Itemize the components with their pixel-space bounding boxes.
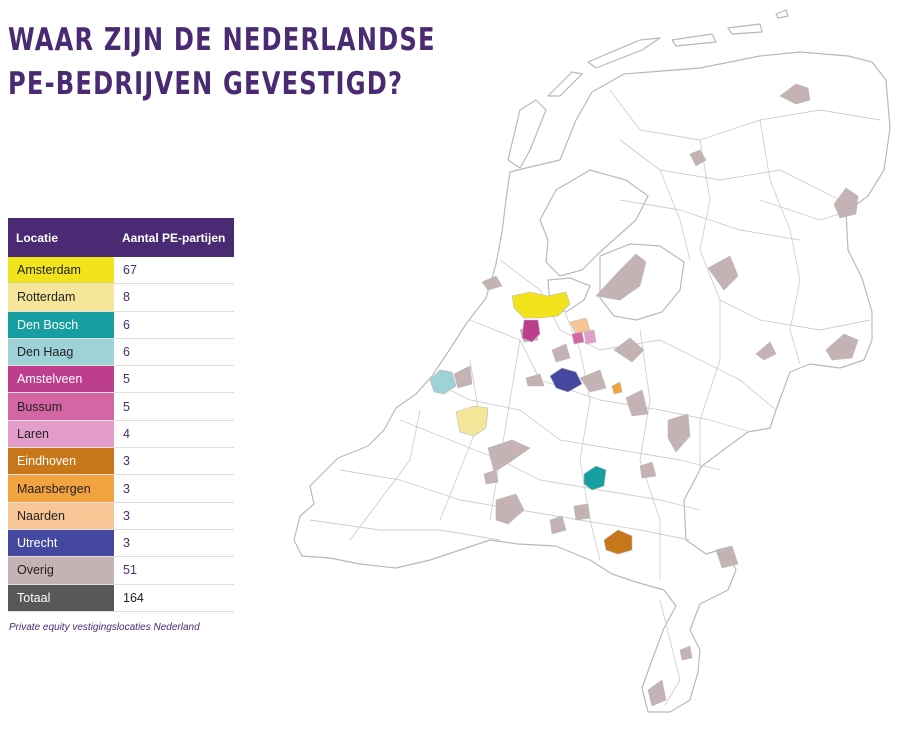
table-row-total: Totaal 164 bbox=[8, 584, 234, 612]
location-cell: Bussum bbox=[8, 392, 114, 421]
location-cell: Laren bbox=[8, 420, 114, 449]
region-overig bbox=[779, 83, 811, 105]
region-overig bbox=[573, 503, 591, 521]
table-row-laren: Laren 4 bbox=[8, 420, 234, 449]
location-cell: Den Haag bbox=[8, 338, 114, 367]
region-amsterdam bbox=[511, 291, 571, 319]
region-overig bbox=[825, 333, 859, 361]
count-cell: 5 bbox=[114, 392, 234, 421]
page-title: WAAR ZIJN DE NEDERLANDSE PE-BEDRIJVEN GE… bbox=[8, 18, 436, 106]
location-cell: Amsterdam bbox=[8, 257, 114, 285]
header-location: Locatie bbox=[8, 218, 114, 257]
location-cell: Eindhoven bbox=[8, 447, 114, 476]
location-cell: Naarden bbox=[8, 502, 114, 530]
region-overig bbox=[689, 149, 707, 167]
region-maarsbergen bbox=[611, 381, 623, 395]
count-cell: 4 bbox=[114, 420, 234, 449]
table-row-rotterdam: Rotterdam 8 bbox=[8, 283, 234, 312]
region-laren bbox=[583, 329, 597, 345]
region-den-haag bbox=[429, 369, 457, 395]
region-eindhoven bbox=[603, 529, 633, 555]
table-row-den-bosch: Den Bosch 6 bbox=[8, 311, 234, 339]
location-cell: Amstelveen bbox=[8, 365, 114, 394]
count-cell: 3 bbox=[114, 447, 234, 476]
region-rotterdam bbox=[455, 405, 489, 437]
island-texel bbox=[507, 99, 547, 169]
region-bussum bbox=[571, 331, 585, 345]
header-count: Aantal PE-partijen bbox=[114, 218, 234, 257]
region-overig bbox=[755, 341, 777, 361]
caption: Private equity vestigingslocaties Nederl… bbox=[9, 622, 200, 633]
region-overig bbox=[483, 469, 499, 485]
region-overig bbox=[833, 187, 859, 219]
region-overig bbox=[595, 253, 647, 301]
location-cell: Utrecht bbox=[8, 529, 114, 558]
count-cell: 51 bbox=[114, 556, 234, 585]
region-overig bbox=[679, 645, 693, 661]
region-overig bbox=[715, 545, 739, 569]
region-den-bosch bbox=[583, 465, 607, 491]
island-rottumeroog bbox=[775, 9, 789, 19]
count-cell: 6 bbox=[114, 338, 234, 367]
location-cell: Overig bbox=[8, 556, 114, 585]
region-overig bbox=[549, 515, 567, 535]
table-row-bussum: Bussum 5 bbox=[8, 392, 234, 421]
count-cell: 3 bbox=[114, 529, 234, 558]
location-legend-table: Locatie Aantal PE-partijen Amsterdam 67 … bbox=[8, 218, 234, 612]
island-schiermonnikoog bbox=[727, 23, 763, 35]
region-overig bbox=[707, 255, 739, 291]
flevoland bbox=[599, 243, 685, 321]
island-terschelling bbox=[587, 37, 661, 69]
region-overig bbox=[613, 337, 645, 363]
island-vlieland bbox=[547, 71, 583, 97]
total-location-cell: Totaal bbox=[8, 584, 114, 612]
table-row-overig: Overig 51 bbox=[8, 556, 234, 585]
region-overig bbox=[495, 493, 525, 525]
region-overig bbox=[481, 275, 503, 291]
title-line-1: WAAR ZIJN DE NEDERLANDSE bbox=[8, 22, 436, 58]
region-overig bbox=[453, 365, 473, 389]
table-row-naarden: Naarden 3 bbox=[8, 502, 234, 530]
count-cell: 6 bbox=[114, 311, 234, 339]
table-row-den-haag: Den Haag 6 bbox=[8, 338, 234, 367]
location-cell: Maarsbergen bbox=[8, 474, 114, 503]
location-cell: Rotterdam bbox=[8, 283, 114, 312]
region-overig bbox=[667, 413, 691, 453]
table-row-maarsbergen: Maarsbergen 3 bbox=[8, 474, 234, 503]
region-overig bbox=[525, 373, 545, 387]
table-row-amsterdam: Amsterdam 67 bbox=[8, 257, 234, 285]
region-overig bbox=[647, 679, 667, 707]
region-overig bbox=[639, 461, 657, 479]
island-ameland bbox=[671, 33, 717, 47]
region-utrecht bbox=[549, 367, 583, 393]
region-overig bbox=[551, 343, 571, 363]
region-overig bbox=[625, 389, 649, 417]
count-cell: 8 bbox=[114, 283, 234, 312]
location-cell: Den Bosch bbox=[8, 311, 114, 339]
region-amstelveen bbox=[521, 319, 541, 343]
count-cell: 3 bbox=[114, 474, 234, 503]
table-row-eindhoven: Eindhoven 3 bbox=[8, 447, 234, 476]
total-count-cell: 164 bbox=[114, 584, 234, 612]
count-cell: 67 bbox=[114, 257, 234, 285]
table-row-utrecht: Utrecht 3 bbox=[8, 529, 234, 558]
region-naarden bbox=[569, 317, 591, 335]
count-cell: 3 bbox=[114, 502, 234, 530]
table-row-amstelveen: Amstelveen 5 bbox=[8, 365, 234, 394]
ijsselmeer bbox=[539, 169, 649, 277]
region-overig bbox=[487, 439, 531, 473]
region-overig bbox=[579, 369, 607, 393]
table-header-row: Locatie Aantal PE-partijen bbox=[8, 218, 234, 257]
count-cell: 5 bbox=[114, 365, 234, 394]
title-line-2: PE-BEDRIJVEN GEVESTIGD? bbox=[8, 66, 404, 102]
